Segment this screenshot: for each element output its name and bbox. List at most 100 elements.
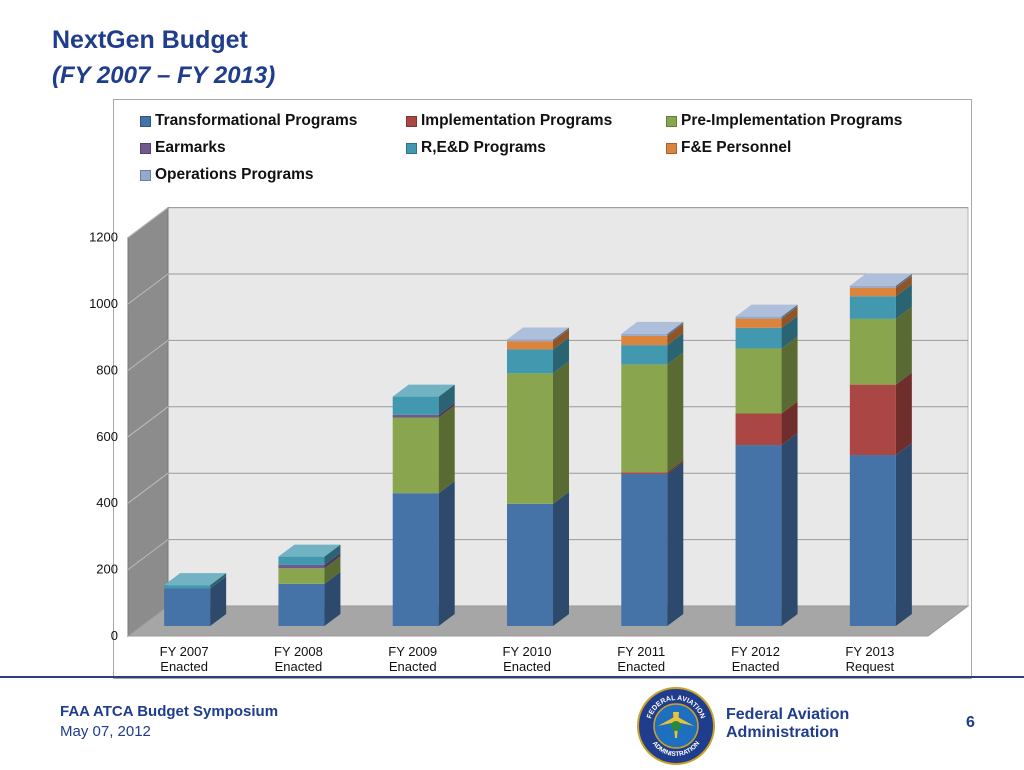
y-tick-label: 1200: [89, 230, 118, 245]
x-category-label: Request: [846, 659, 895, 674]
bar-segment: [392, 414, 439, 418]
legend-swatch: [406, 115, 417, 127]
bar-segment-side: [210, 573, 227, 589]
bar-segment-side: [553, 329, 569, 350]
x-category-label: Enacted: [160, 659, 208, 674]
legend-label: Transformational Programs: [155, 112, 358, 129]
bar-segment: [507, 339, 553, 342]
bar-segment: [507, 349, 553, 374]
legend-label: Pre-Implementation Programs: [681, 112, 903, 129]
bar-segment: [278, 556, 325, 565]
legend-item: R,E&D Programs: [406, 139, 546, 157]
gridline-side: [127, 273, 169, 305]
bar-segment-side: [895, 306, 912, 385]
y-tick-label: 600: [96, 429, 118, 444]
slide-title: NextGen Budget: [52, 26, 248, 54]
bar-segment-side: [667, 461, 684, 626]
bar-segment: [849, 455, 896, 626]
footer-band: [0, 676, 1024, 770]
bar-segment-side: [438, 481, 455, 626]
bar-segment: [621, 472, 668, 474]
x-category-label: FY 2009: [388, 644, 437, 659]
bar-segment-side: [324, 556, 341, 584]
bar-segment: [735, 316, 782, 319]
legend-label: Earmarks: [155, 139, 226, 156]
bar-segment-side: [781, 315, 798, 349]
bar-segment: [278, 583, 325, 626]
bar-segment: [621, 333, 668, 336]
bar-segment: [621, 345, 668, 365]
bar-segment-top: [164, 573, 227, 586]
bar-segment: [621, 364, 668, 473]
bar-segment: [392, 417, 439, 494]
gridline-side: [127, 406, 169, 438]
bar-segment: [392, 396, 439, 415]
gridline-side: [127, 207, 169, 239]
gridline-side: [127, 472, 169, 504]
bar-segment-side: [781, 401, 798, 446]
bar-segment-side: [553, 491, 569, 626]
legend-item: Implementation Programs: [406, 112, 612, 130]
x-category-label: FY 2010: [503, 644, 552, 659]
bar-segment: [507, 373, 553, 504]
bar-segment-side: [667, 323, 684, 346]
y-tick-label: 0: [111, 628, 118, 643]
legend-swatch: [666, 142, 677, 154]
bar-segment-side: [895, 275, 912, 297]
bar-segment-side: [895, 443, 912, 626]
gridline-side: [127, 339, 169, 371]
bar-segment-top: [507, 327, 569, 340]
bar-segment: [392, 493, 439, 626]
bar-segment-side: [667, 460, 684, 474]
bar-segment-side: [553, 327, 569, 342]
bar-segment-side: [667, 333, 684, 365]
legend-item: Transformational Programs: [140, 112, 357, 130]
bar-segment: [621, 473, 668, 626]
bar-segment: [735, 348, 782, 414]
page-number: 6: [966, 714, 975, 731]
x-category-label: Enacted: [275, 659, 323, 674]
bar-segment-side: [667, 352, 684, 473]
gridline-side: [127, 539, 169, 570]
legend-label: F&E Personnel: [681, 139, 792, 156]
bar-segment-side: [553, 337, 569, 374]
y-tick-label: 800: [96, 362, 118, 377]
bar-segment: [735, 318, 782, 328]
agency-name-line2: Administration: [726, 724, 839, 741]
bar-segment: [849, 287, 896, 297]
bar-segment-side: [781, 304, 798, 319]
agency-name-line1: Federal Aviation: [726, 706, 850, 723]
bar-segment-side: [210, 576, 227, 626]
bar-segment-side: [553, 361, 569, 504]
x-category-label: FY 2011: [617, 644, 665, 659]
legend-label: Implementation Programs: [421, 112, 613, 129]
bar-segment-side: [324, 571, 341, 626]
bar-segment: [278, 568, 325, 584]
bar-segment-side: [438, 384, 455, 415]
legend-swatch: [140, 115, 151, 127]
bar-segment-side: [895, 372, 912, 456]
legend-item: Pre-Implementation Programs: [666, 112, 902, 130]
legend-swatch: [140, 142, 151, 154]
y-tick-label: 200: [96, 562, 118, 577]
faa-seal-logo: FEDERAL AVIATION ADMINISTRATION: [637, 687, 715, 765]
legend-swatch: [140, 169, 151, 181]
bar-segment: [164, 588, 211, 626]
bar-segment-side: [781, 336, 798, 414]
y-tick-label: 400: [96, 495, 118, 510]
bar-segment: [735, 413, 782, 446]
bar-segment-top: [278, 544, 341, 557]
legend-label: R,E&D Programs: [421, 139, 546, 156]
legend-item: F&E Personnel: [666, 139, 791, 157]
legend-swatch: [666, 115, 677, 127]
bar-segment-top: [849, 273, 912, 286]
bar-segment: [735, 445, 782, 626]
footer-title: FAA ATCA Budget Symposium: [60, 703, 279, 720]
legend-label: Operations Programs: [155, 166, 314, 183]
bar-segment-side: [438, 402, 455, 418]
bar-segment: [849, 296, 896, 319]
x-category-label: Enacted: [617, 659, 665, 674]
footer-date: May 07, 2012: [60, 723, 151, 740]
slide-subtitle: (FY 2007 – FY 2013): [52, 62, 276, 89]
bar-segment-side: [324, 544, 341, 565]
